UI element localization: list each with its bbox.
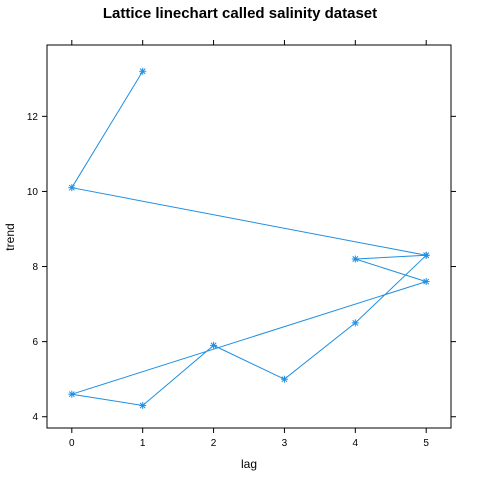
x-tick-label: 5 bbox=[423, 438, 429, 449]
x-tick-label: 0 bbox=[69, 438, 75, 449]
series-line bbox=[70, 71, 428, 407]
chart-title: Lattice linechart called salinity datase… bbox=[103, 5, 377, 22]
plot-frame bbox=[46, 44, 452, 429]
data-point bbox=[68, 184, 76, 192]
data-point bbox=[139, 67, 147, 75]
y-tick-label: 10 bbox=[27, 187, 39, 198]
y-tick-label: 8 bbox=[32, 262, 38, 273]
x-axis-label: lag bbox=[241, 457, 257, 471]
data-point bbox=[139, 401, 147, 409]
data-point bbox=[210, 341, 218, 349]
data-point bbox=[68, 390, 76, 398]
data-markers bbox=[68, 67, 430, 409]
x-tick-label: 1 bbox=[140, 438, 146, 449]
data-point bbox=[422, 278, 430, 286]
y-tick-label: 12 bbox=[27, 112, 39, 123]
y-tick-label: 4 bbox=[32, 412, 38, 423]
data-point bbox=[351, 319, 359, 327]
axis-ticks bbox=[42, 40, 456, 433]
x-tick-label: 3 bbox=[282, 438, 288, 449]
y-axis-label: trend bbox=[3, 223, 17, 250]
data-point bbox=[280, 375, 288, 383]
x-tick-label: 2 bbox=[211, 438, 217, 449]
y-tick-label: 6 bbox=[32, 337, 38, 348]
data-point bbox=[422, 251, 430, 259]
x-tick-label: 4 bbox=[353, 438, 359, 449]
data-point bbox=[351, 255, 359, 263]
